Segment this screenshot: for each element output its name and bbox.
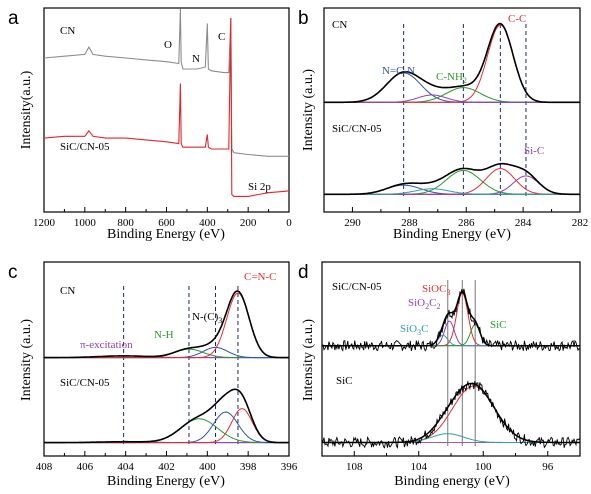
panel-d-xlabel: Binding energy (eV) [394,474,510,489]
panel-b-peak-cc: C-C [508,13,526,25]
panel-b-label: b [298,8,309,29]
panel-b-ylabel: Intensity (a.u.) [301,69,316,151]
panel-d-sample-sic: SiC [336,375,353,387]
panel-c-peak-nc3: N-(C)3 [192,311,222,325]
panel-c-sample-cn: CN [60,285,75,297]
panel-d-reference-lines [447,280,476,446]
x-tick-label: 404 [117,461,134,473]
x-tick-label: 96 [542,461,554,473]
panel-c-sample-composite: SiC/CN-05 [60,377,110,389]
fit-component-n-c-n [324,184,580,195]
series-sic-cn-05 [321,288,581,352]
panel-c-reference-lines [123,286,239,446]
panel-d-curves [321,288,581,449]
fit-component-sioc3 [322,292,580,347]
panel-c-curves [44,290,289,444]
x-tick-label: 402 [158,461,175,473]
panel-a-x-ticks: 1200 1000 800 600 400 200 0 [33,207,292,229]
x-tick-label: 0 [286,217,292,229]
x-tick-label: 800 [117,217,134,229]
panel-c-x-ticks: 408 406 404 402 400 398 396 [36,451,298,473]
x-tick-label: 104 [411,461,428,473]
panel-d-peak-sio3c: SiO3C [400,323,428,337]
x-tick-label: 290 [344,217,361,229]
panel-b-sample-composite: SiC/CN-05 [332,123,382,135]
panel-c-n1s: 408 406 404 402 400 398 396 c CN SiC/CN-05 π-e… [8,261,298,489]
fit-component-unlabeled [324,94,580,103]
panel-c-frame [43,261,290,457]
panel-d-ylabel: Intensity (a.u.) [301,319,316,401]
panel-c-peak-cnc: C=N-C [244,271,276,283]
x-tick-label: 288 [401,217,418,229]
panel-a-peak-c: C [218,31,225,43]
x-tick-label: 400 [199,461,216,473]
x-tick-label: 398 [240,461,257,473]
panel-b-frame [323,7,581,213]
panel-b-peak-sic: Si-C [524,145,544,157]
series-sic [321,380,581,449]
x-tick-label: 1200 [33,217,56,229]
panel-b-c1s: 290 288 286 284 282 b CN SiC/CN-05 N=C-N C-N… [298,7,588,242]
fit-component-c-nh2 [324,169,580,195]
x-tick-label: 282 [572,217,589,229]
panel-b-curves [324,22,580,196]
series-sic-cn-05 [324,162,580,196]
series-cn [43,8,289,157]
x-tick-label: 396 [281,461,298,473]
panel-d-sample-composite: SiC/CN-05 [332,281,382,293]
panel-b-sample-cn: CN [332,19,347,31]
panel-c-ylabel: Intensity (a.u.) [19,319,34,401]
panel-c-peak-pi: π-excitation [80,339,133,351]
x-tick-label: 200 [240,217,257,229]
panel-d-peak-sic: SiC [490,319,507,331]
fit-component-unlabeled [324,188,580,195]
panel-b-peak-cnh2: C-NH2 [436,71,467,85]
panel-d-x-ticks: 108 104 100 96 [346,451,554,473]
x-tick-label: 284 [515,217,532,229]
panel-d-si2p: 108 104 100 96 d SiC/CN-05 SiC SiOC3 SiO2C2… [298,261,581,489]
panel-d-peak-sio2c2: SiO2C2 [408,297,440,311]
series-cn [44,290,289,359]
series-sic-cn-05 [44,388,289,444]
panel-c-label: c [8,262,18,283]
x-tick-label: 600 [158,217,175,229]
panel-a-xlabel: Binding Energy (eV) [107,227,225,242]
panel-a-label: a [8,8,19,29]
series-cn [324,22,580,104]
panel-b-x-ticks: 290 288 286 284 282 [344,207,588,229]
panel-c-xlabel: Binding Energy (eV) [107,474,225,489]
series-envelope [322,290,580,347]
panel-a-sample-composite: SiC/CN-05 [60,141,110,153]
panel-b-reference-lines [403,24,527,198]
panel-a-peak-n: N [192,53,200,65]
panel-a-survey: 1200 1000 800 600 400 200 0 a CN SiC/CN-05 O N… [8,7,292,242]
panel-b-peak-ncn: N=C-N [382,65,415,77]
x-tick-label: 408 [36,461,53,473]
x-tick-label: 286 [458,217,475,229]
panel-d-label: d [298,262,309,283]
panel-c-peak-nh: N-H [154,329,174,341]
panel-a-peak-si2p: Si 2p [248,181,271,193]
series-envelope [322,382,580,444]
fit-component-sio2c2 [322,320,580,347]
x-tick-label: 1000 [74,217,97,229]
panel-a-ylabel: Intensity(a.u.) [19,70,34,149]
panel-a-peak-o: O [164,39,172,51]
x-tick-label: 400 [199,217,216,229]
x-tick-label: 108 [346,461,363,473]
series-sic-cn-05 [43,17,290,197]
panel-a-sample-cn: CN [60,25,75,37]
x-tick-label: 100 [475,461,492,473]
panel-a-curves [43,8,290,197]
panel-b-xlabel: Binding Energy (eV) [393,227,511,242]
x-tick-label: 406 [77,461,94,473]
panel-d-peak-sioc3: SiOC3 [422,283,450,297]
